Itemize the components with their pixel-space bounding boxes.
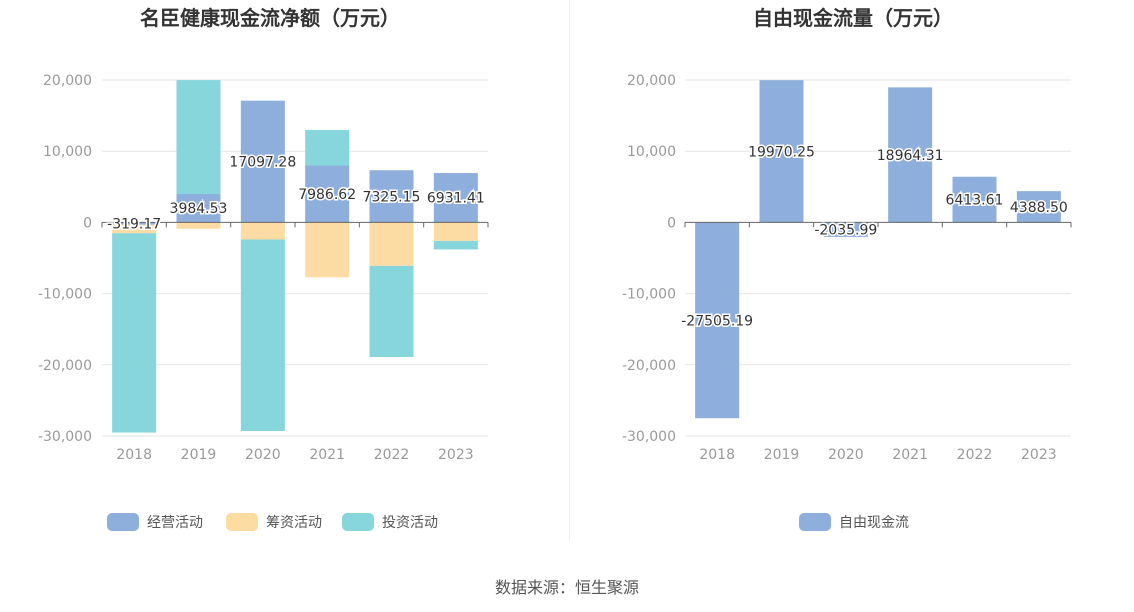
right-x-tick-label: 2022 xyxy=(957,447,993,463)
left-bar xyxy=(240,100,285,223)
right-x-tick-label: 2021 xyxy=(892,447,928,463)
right-bar xyxy=(759,80,804,223)
left-y-tick-label: 20,000 xyxy=(43,73,92,89)
left-bar xyxy=(433,222,478,241)
chart-divider xyxy=(569,0,570,540)
left-legend-swatch xyxy=(342,513,374,531)
left-bar xyxy=(433,240,478,250)
left-data-label: 7986.62 xyxy=(298,187,356,203)
left-bar xyxy=(176,222,221,229)
right-x-tick-label: 2023 xyxy=(1021,447,1057,463)
left-data-label: 6931.41 xyxy=(427,191,485,207)
right-data-label: 4388.50 xyxy=(1010,200,1068,216)
left-x-tick-label: 2019 xyxy=(181,447,217,463)
right-y-tick-label: 0 xyxy=(667,215,676,231)
right-y-tick-label: -10,000 xyxy=(622,287,676,303)
left-chart-title: 名臣健康现金流净额（万元） xyxy=(140,6,400,30)
right-bar xyxy=(888,87,933,223)
right-y-tick-label: -30,000 xyxy=(622,429,676,445)
left-bar xyxy=(240,239,285,432)
left-bar xyxy=(305,129,350,166)
left-y-tick-label: 10,000 xyxy=(43,144,92,160)
left-data-label: -319.17 xyxy=(107,217,161,233)
left-y-tick-label: 0 xyxy=(83,215,92,231)
left-bar xyxy=(112,224,157,234)
left-y-tick-label: -30,000 xyxy=(38,429,92,445)
left-bar xyxy=(176,80,221,195)
left-data-label: 17097.28 xyxy=(229,155,296,171)
right-legend-label: 自由现金流 xyxy=(839,515,909,531)
left-bar xyxy=(433,173,478,223)
left-x-tick-label: 2021 xyxy=(309,447,345,463)
right-y-tick-label: 20,000 xyxy=(627,73,676,89)
left-bar xyxy=(112,222,157,225)
right-y-tick-label: 10,000 xyxy=(627,144,676,160)
right-y-tick-label: -20,000 xyxy=(622,358,676,374)
left-x-tick-label: 2018 xyxy=(116,447,152,463)
left-legend-swatch xyxy=(226,513,258,531)
left-x-tick-label: 2023 xyxy=(438,447,474,463)
left-y-tick-label: -10,000 xyxy=(38,287,92,303)
left-bar xyxy=(305,222,350,278)
left-bar xyxy=(112,233,157,433)
left-legend-label: 投资活动 xyxy=(382,515,438,531)
right-data-label: -27505.19 xyxy=(681,313,753,329)
right-bar xyxy=(952,176,997,223)
left-data-label: 7325.15 xyxy=(363,189,421,205)
left-data-label: 3984.53 xyxy=(170,201,228,217)
left-legend-label: 经营活动 xyxy=(147,515,203,531)
left-bar xyxy=(176,194,221,223)
right-chart-title: 自由现金流量（万元） xyxy=(753,6,953,30)
right-x-tick-label: 2019 xyxy=(764,447,800,463)
right-x-tick-label: 2020 xyxy=(828,447,864,463)
left-y-tick-label: -20,000 xyxy=(38,358,92,374)
right-bar xyxy=(823,222,868,237)
right-bar xyxy=(695,222,740,419)
right-x-tick-label: 2018 xyxy=(699,447,735,463)
left-bar xyxy=(305,165,350,223)
left-bar xyxy=(369,170,414,223)
left-x-tick-label: 2020 xyxy=(245,447,281,463)
left-bar xyxy=(369,265,414,357)
right-data-label: -2035.99 xyxy=(814,223,877,239)
right-data-label: 18964.31 xyxy=(877,148,944,164)
right-bar xyxy=(1016,191,1061,223)
left-legend-label: 筹资活动 xyxy=(266,514,322,531)
left-bar xyxy=(369,222,414,266)
left-bar xyxy=(240,222,285,240)
right-legend-swatch xyxy=(799,513,831,531)
right-data-label: 6413.61 xyxy=(946,193,1004,209)
right-data-label: 19970.25 xyxy=(748,144,815,160)
left-x-tick-label: 2022 xyxy=(374,447,410,463)
left-legend-swatch xyxy=(107,513,139,531)
data-source-note: 数据来源：恒生聚源 xyxy=(494,578,639,597)
